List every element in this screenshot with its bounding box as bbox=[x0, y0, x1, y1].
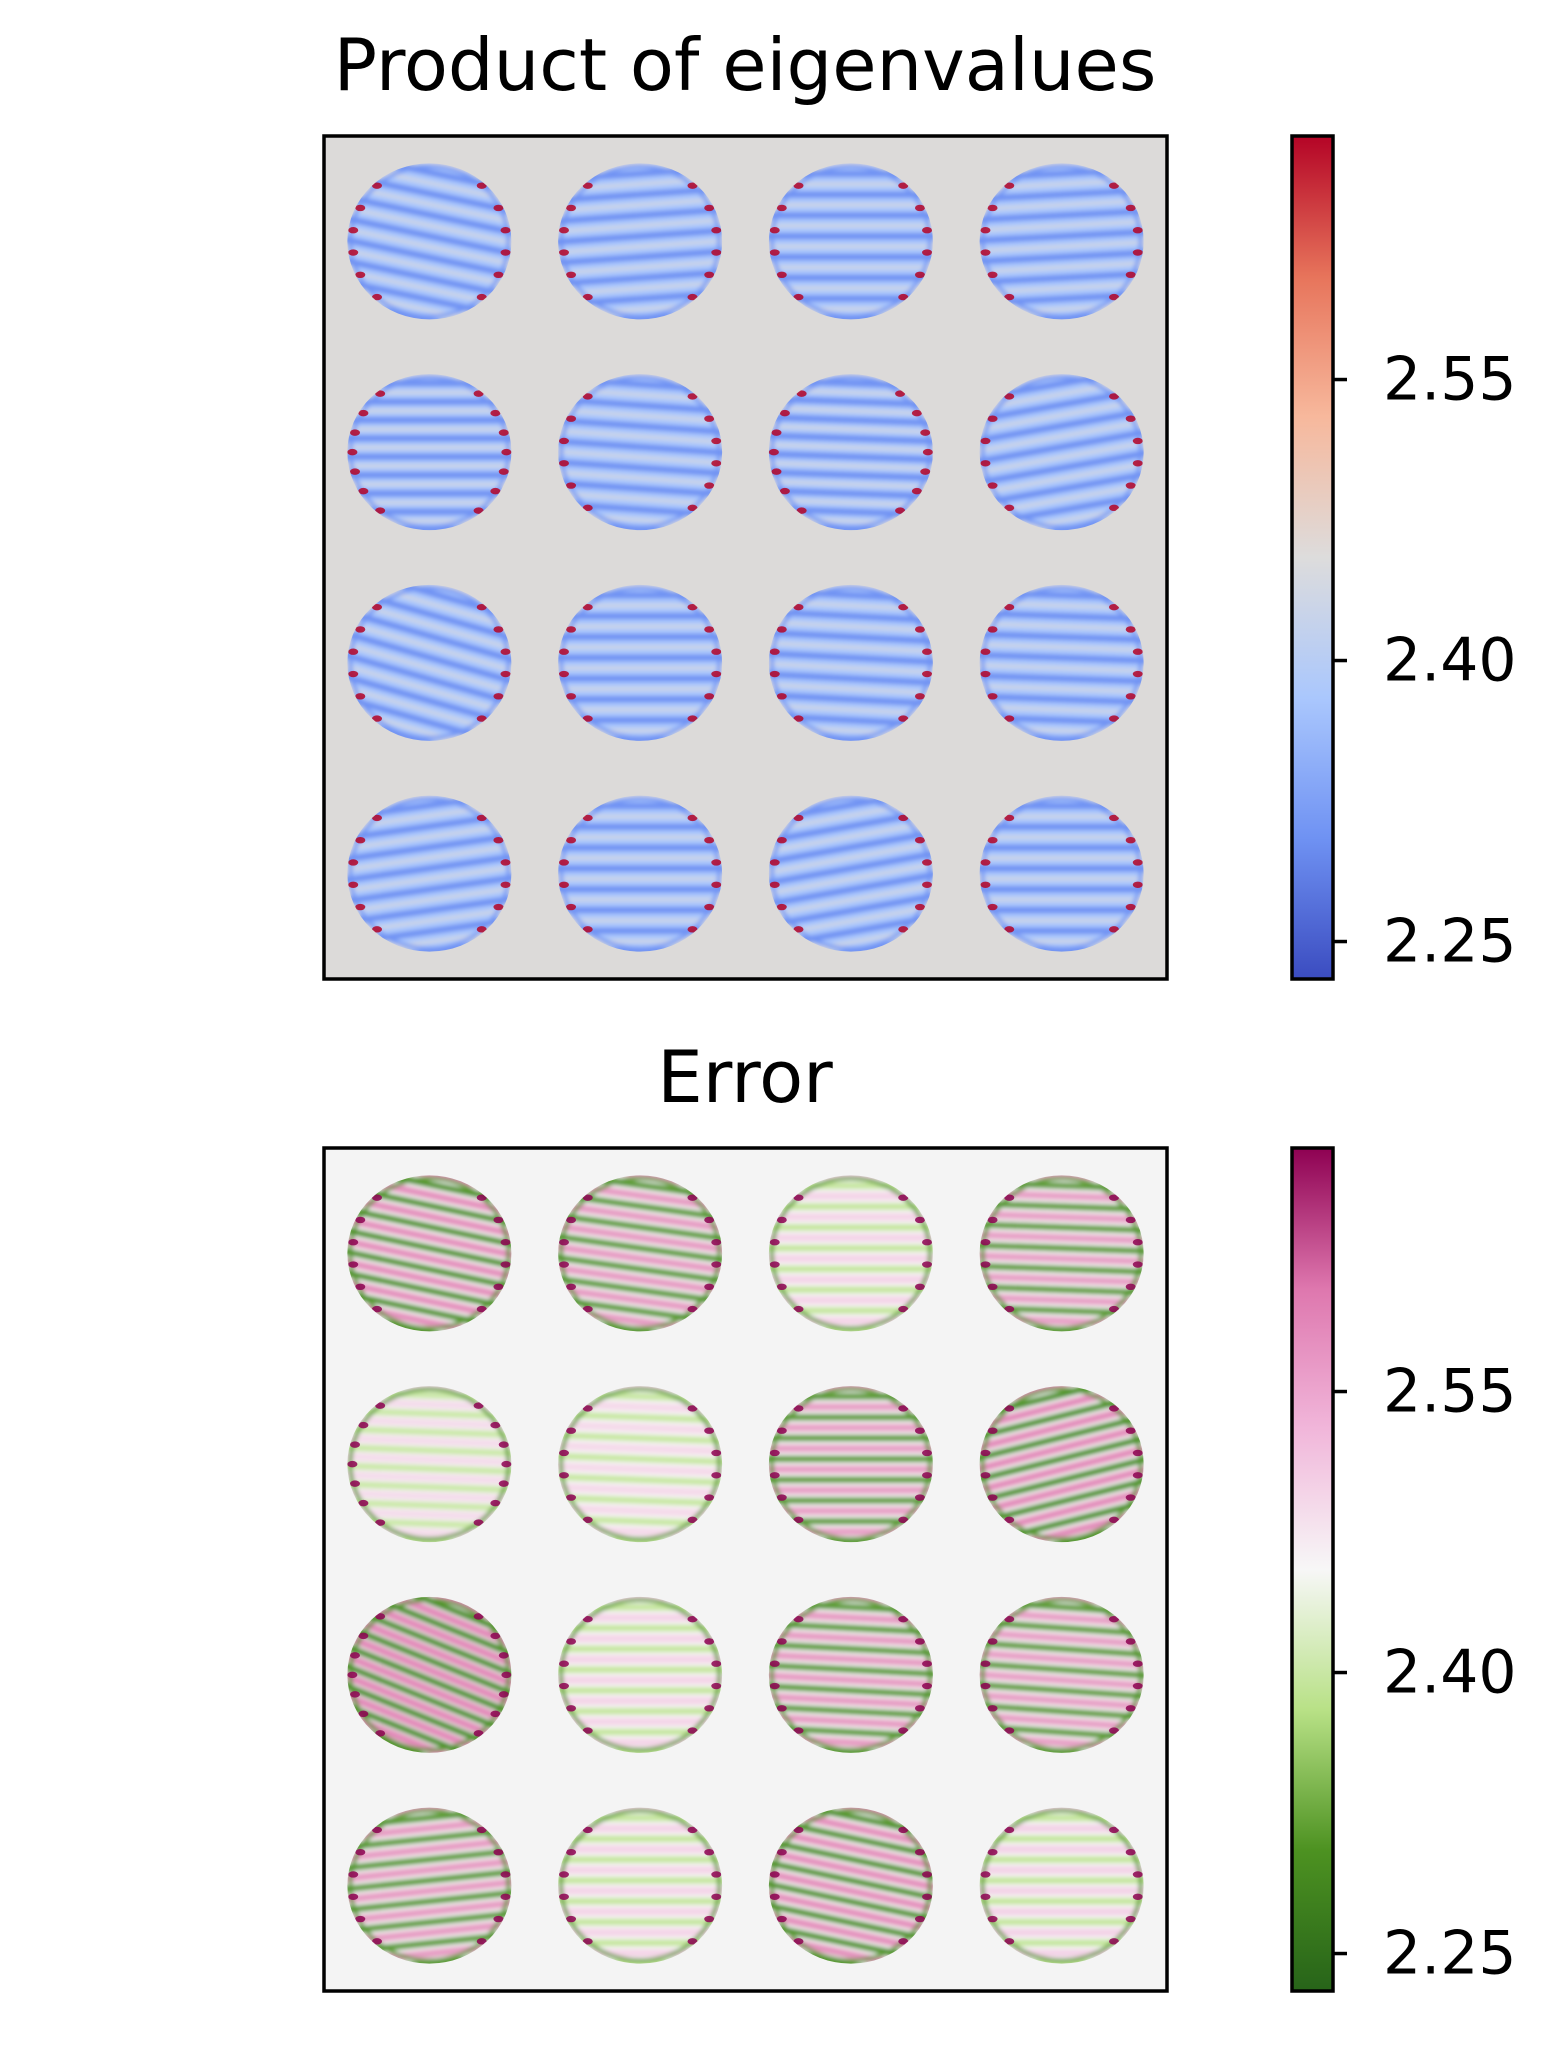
heatmap-tile bbox=[768, 1175, 933, 1332]
chart-title-error: Error bbox=[657, 1035, 833, 1119]
heatmap-tile bbox=[558, 795, 723, 952]
colorbar-product: 2.25 2.40 2.55 bbox=[1290, 134, 1517, 981]
colorbar-frame-product bbox=[1290, 134, 1335, 981]
heatmap-tile bbox=[979, 1807, 1144, 1964]
heatmap-tile bbox=[347, 1596, 512, 1753]
heatmap-tile bbox=[558, 584, 723, 741]
colorbar-tick-label-product-3: 2.55 bbox=[1383, 345, 1517, 415]
axes-frame-product bbox=[322, 134, 1169, 981]
colorbar-gradient-error bbox=[1292, 1148, 1333, 1991]
axes-frame-error bbox=[322, 1146, 1169, 1993]
colorbar-tick-label-error-3: 2.55 bbox=[1383, 1357, 1517, 1427]
chart-title-product: Product of eigenvalues bbox=[334, 23, 1157, 107]
heatmap-tile bbox=[558, 374, 723, 531]
colorbar-tick-label-error-2: 2.40 bbox=[1383, 1638, 1517, 1708]
panel-error: Error 2.25 2.40 2.55 bbox=[322, 1035, 1517, 1993]
heatmap-tile bbox=[558, 1807, 723, 1964]
panel-product-of-eigenvalues: Product of eigenvalues 2.25 2.40 2.55 bbox=[322, 23, 1517, 981]
heatmap-tile bbox=[979, 795, 1144, 952]
colorbar-tick-label-product-2: 2.40 bbox=[1383, 626, 1517, 696]
colorbar-tick-label-error-1: 2.25 bbox=[1383, 1919, 1517, 1989]
colorbar-frame-error bbox=[1290, 1146, 1335, 1993]
colorbar-gradient-product bbox=[1292, 136, 1333, 979]
heatmap-tile bbox=[979, 584, 1144, 741]
heatmap-tile bbox=[979, 1175, 1144, 1332]
heatmap-error bbox=[324, 1148, 1167, 1991]
colorbar-error: 2.25 2.40 2.55 bbox=[1290, 1146, 1517, 1993]
heatmap-tile bbox=[558, 1596, 723, 1753]
colorbar-tick-label-product-1: 2.25 bbox=[1383, 907, 1517, 977]
heatmap-tile bbox=[347, 374, 512, 531]
heatmap-tile bbox=[768, 163, 933, 320]
heatmap-tile bbox=[768, 1386, 933, 1543]
heatmap-product bbox=[324, 136, 1167, 979]
heatmap-tile bbox=[347, 584, 512, 741]
